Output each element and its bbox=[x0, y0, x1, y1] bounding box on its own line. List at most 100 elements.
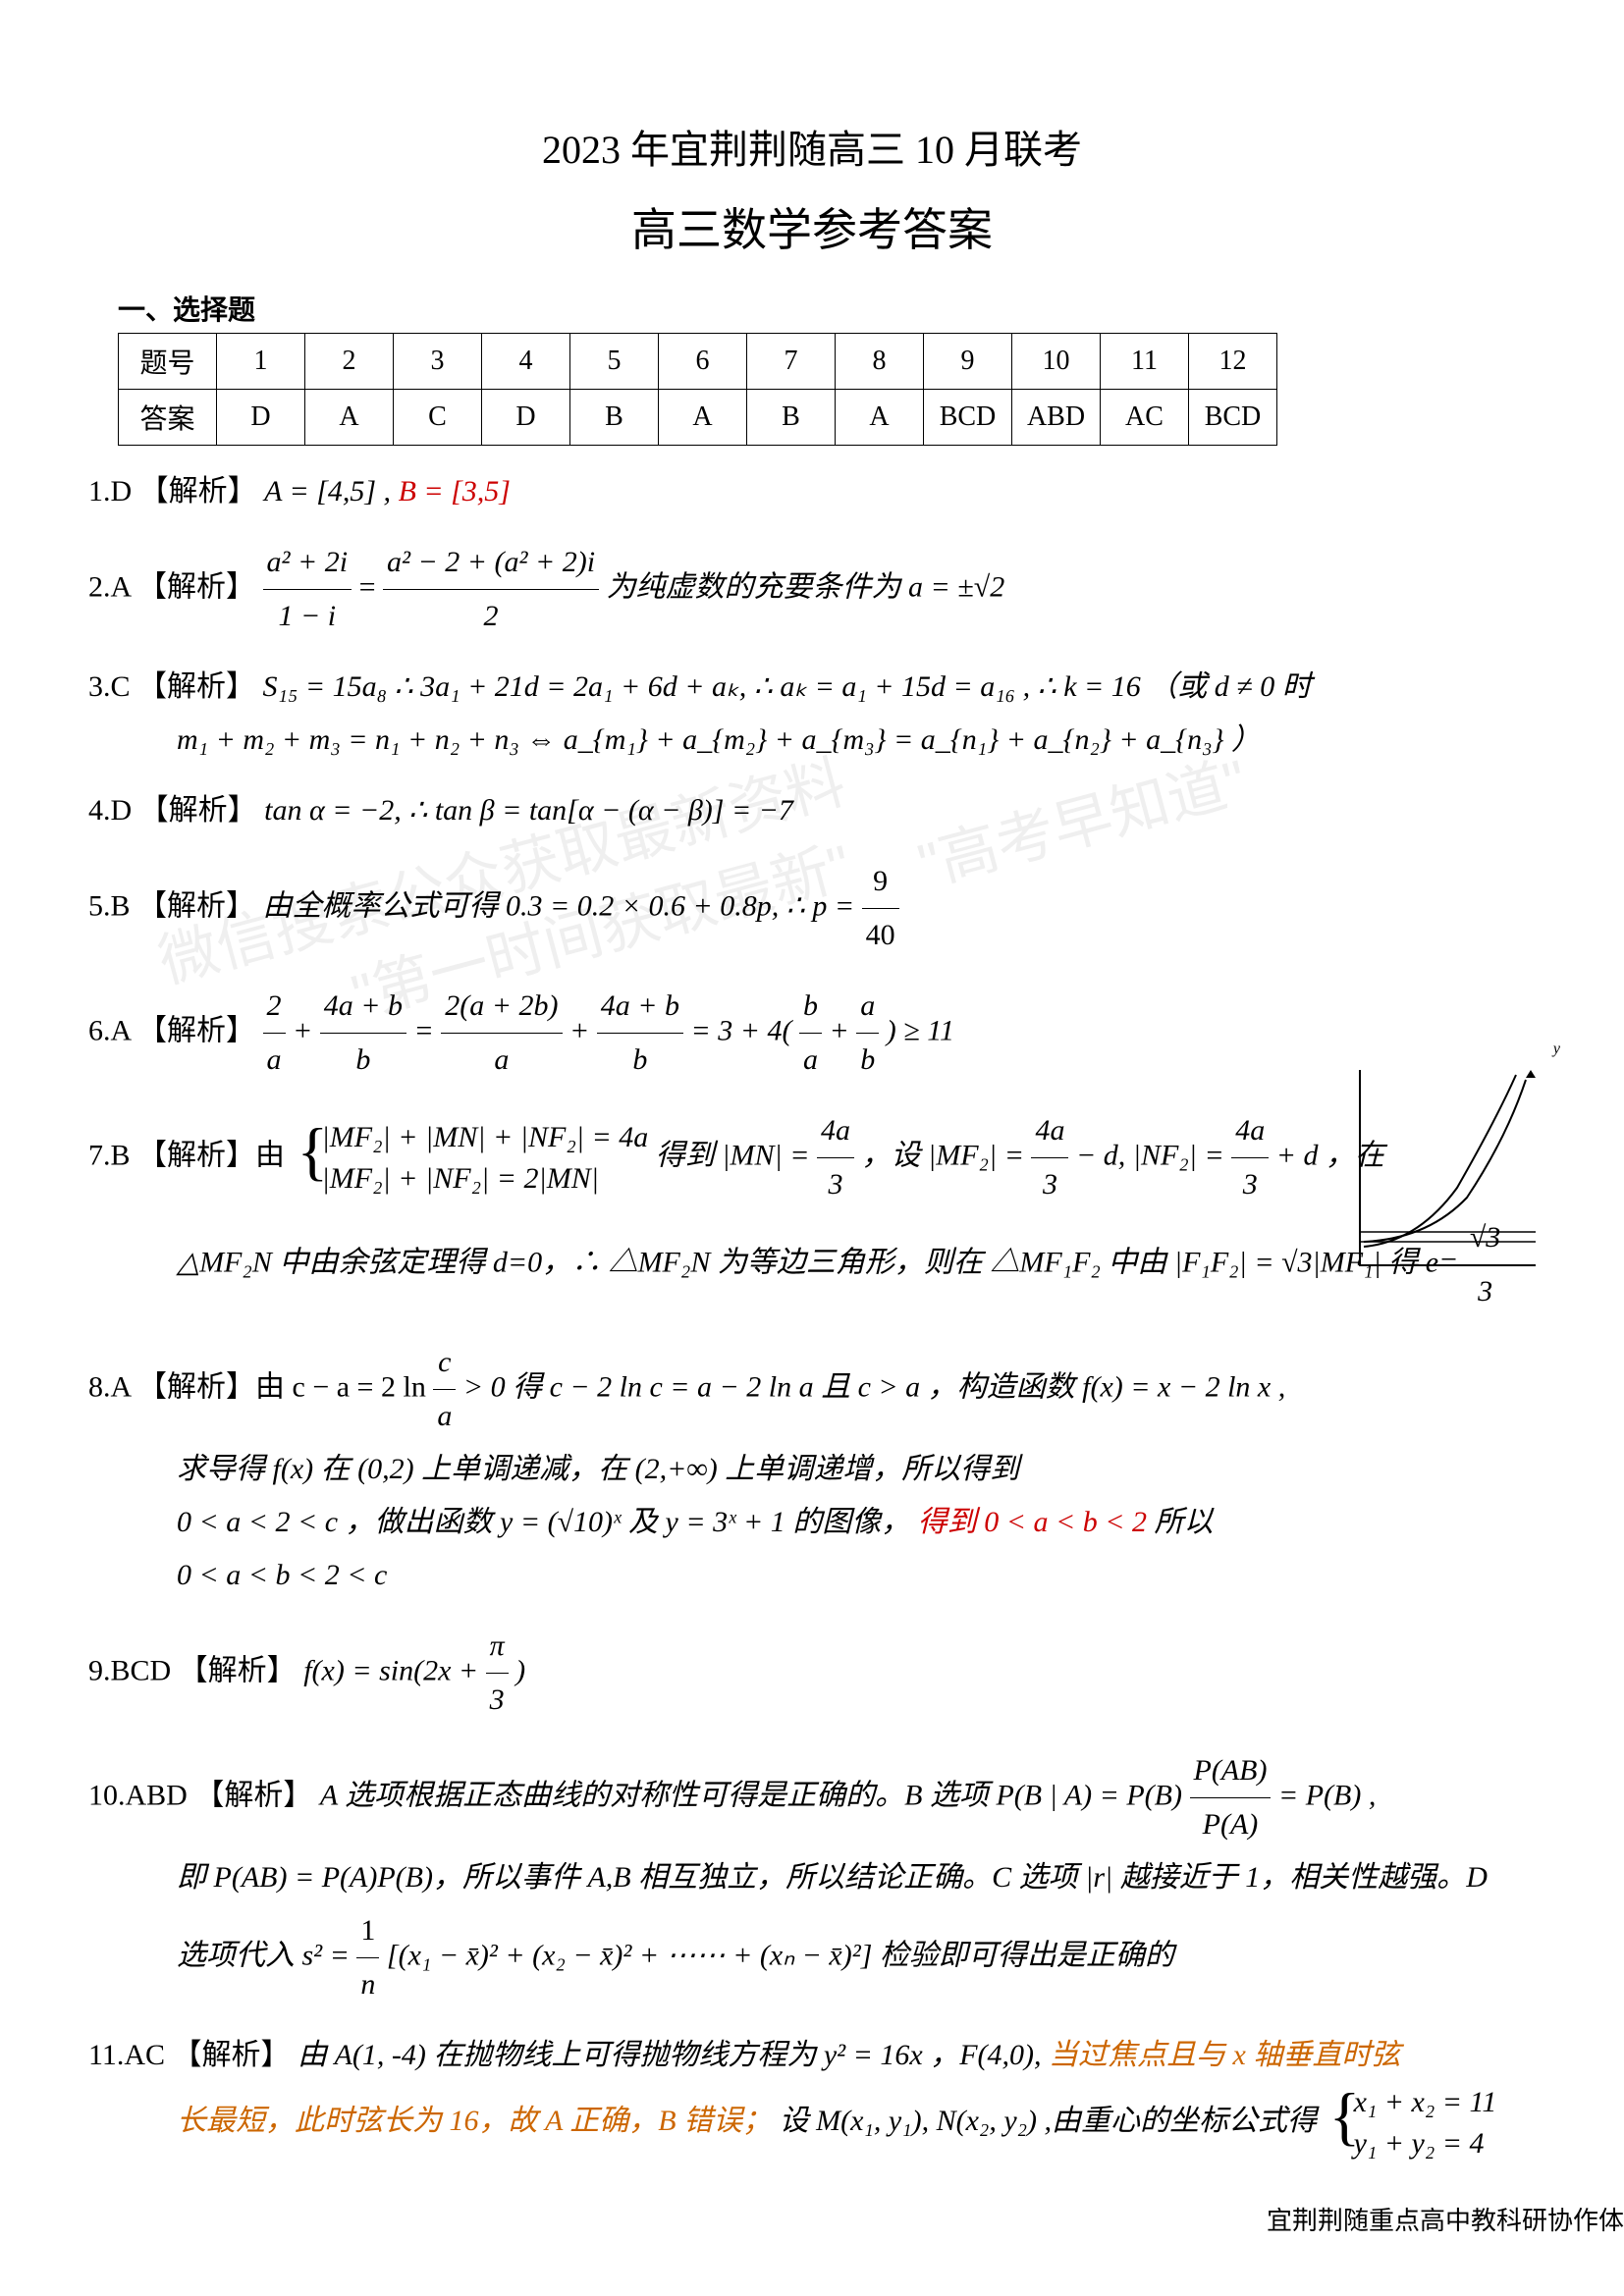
table-cell: A bbox=[305, 390, 394, 446]
q7-mid: 得到 |MN| = bbox=[656, 1139, 817, 1171]
q8-line2: 求导得 f(x) 在 (0,2) 上单调递减，在 (2,+∞) 上单调递增，所以… bbox=[88, 1443, 1339, 1496]
plus: + bbox=[569, 1014, 597, 1046]
q1-prefix: 1.D 【解析】 bbox=[88, 475, 257, 507]
plus: + bbox=[829, 1014, 856, 1046]
q7-mid3: − d, |NF₂| = bbox=[1076, 1139, 1231, 1171]
q5-frac: 9 40 bbox=[862, 855, 899, 962]
table-cell: 3 bbox=[394, 334, 482, 390]
table-cell: D bbox=[482, 390, 570, 446]
q8-line3-red: 得到 0 < a < b < 2 bbox=[918, 1506, 1147, 1538]
q8-prefix: 8.A 【解析】由 c − a = 2 ln bbox=[88, 1370, 426, 1403]
frac-den: b bbox=[856, 1034, 879, 1087]
row-label: 题号 bbox=[119, 334, 217, 390]
frac-den: a bbox=[433, 1390, 456, 1443]
table-cell: 6 bbox=[659, 334, 747, 390]
q10-line1b: = P(B) , bbox=[1278, 1779, 1376, 1811]
q5-prefix: 5.B 【解析】 bbox=[88, 889, 255, 922]
q6-tail1: = 3 + 4( bbox=[691, 1014, 792, 1046]
q3-line1: S₁₅ = 15a₈ ∴ 3a₁ + 21d = 2a₁ + 6d + aₖ, … bbox=[263, 670, 1312, 703]
section-header-choice: 一、选择题 bbox=[118, 289, 1536, 328]
table-cell: 8 bbox=[836, 334, 924, 390]
eq-sign: = bbox=[359, 570, 383, 603]
table-row-answers: 答案 D A C D B A B A BCD ABD AC BCD bbox=[119, 390, 1277, 446]
table-cell: A bbox=[659, 390, 747, 446]
q11-prefix: 11.AC 【解析】 bbox=[88, 2039, 291, 2071]
q1-red: B = [3,5] bbox=[399, 475, 511, 507]
q8-line3b: 所以 bbox=[1155, 1506, 1214, 1538]
frac-den: 3 bbox=[486, 1674, 509, 1727]
table-row-header: 题号 1 2 3 4 5 6 7 8 9 10 11 12 bbox=[119, 334, 1277, 390]
frac-num: c bbox=[433, 1336, 456, 1390]
frac-num: 4a bbox=[817, 1104, 854, 1158]
q9-tail: ) bbox=[515, 1654, 525, 1686]
table-cell: BCD bbox=[1189, 390, 1277, 446]
q7-line2: △MF₂N 中由余弦定理得 d=0，∴ △MF₂N 为等边三角形，则在 △MF₁… bbox=[88, 1211, 1536, 1318]
frac-den: 3 bbox=[1231, 1158, 1269, 1211]
explanation-q6: 6.A 【解析】 2a + 4a + bb = 2(a + 2b)a + 4a … bbox=[88, 980, 1536, 1087]
q10-line1a: A 选项根据正态曲线的对称性可得是正确的。B 选项 P(B | A) = P(B… bbox=[320, 1779, 1190, 1811]
explanation-q10: 10.ABD 【解析】 A 选项根据正态曲线的对称性可得是正确的。B 选项 P(… bbox=[88, 1744, 1536, 2011]
answer-table: 题号 1 2 3 4 5 6 7 8 9 10 11 12 答案 D A C D… bbox=[118, 333, 1277, 446]
q11-line2a: 设 M(x₁, y₁), N(x₂, y₂) ,由重心的坐标公式得 bbox=[780, 2105, 1317, 2137]
frac-num: P(AB) bbox=[1190, 1744, 1272, 1798]
q4-prefix: 4.D 【解析】 bbox=[88, 794, 257, 827]
table-cell: ABD bbox=[1012, 390, 1101, 446]
frac-num: 2 bbox=[263, 980, 286, 1034]
table-cell: B bbox=[570, 390, 659, 446]
q2-prefix: 2.A 【解析】 bbox=[88, 570, 255, 603]
table-cell: C bbox=[394, 390, 482, 446]
explanation-q1: 1.D 【解析】 A = [4,5] , B = [3,5] bbox=[88, 465, 1536, 518]
q10-line2: 即 P(AB) = P(A)P(B)，所以事件 A,B 相互独立，所以结论正确。… bbox=[88, 1851, 1536, 1904]
q3-prefix: 3.C 【解析】 bbox=[88, 670, 255, 703]
table-cell: 11 bbox=[1101, 334, 1189, 390]
table-cell: 4 bbox=[482, 334, 570, 390]
page-title-sub: 高三数学参考答案 bbox=[88, 194, 1536, 259]
q11-case1: x₁ + x₂ = 11 bbox=[1354, 2082, 1497, 2123]
frac-den: 1 − i bbox=[263, 590, 352, 643]
q8-line3: 0 < a < 2 < c ，做出函数 y = (√10)ˣ 及 y = 3ˣ … bbox=[88, 1496, 1339, 1549]
frac-num: a² − 2 + (a² + 2)i bbox=[383, 536, 599, 590]
q7-prefix: 7.B 【解析】由 bbox=[88, 1139, 285, 1171]
explanation-q4: 4.D 【解析】 tan α = −2, ∴ tan β = tan[α − (… bbox=[88, 784, 1536, 837]
frac-den: P(A) bbox=[1190, 1798, 1272, 1851]
frac-num: 4a bbox=[1231, 1104, 1269, 1158]
q8-part1: > 0 得 c − 2 ln c = a − 2 ln a 且 c > a ，构… bbox=[463, 1370, 1285, 1403]
table-cell: 1 bbox=[217, 334, 305, 390]
frac-den: a bbox=[799, 1034, 822, 1087]
table-cell: 10 bbox=[1012, 334, 1101, 390]
plus: + bbox=[293, 1014, 320, 1046]
q8-graph: y bbox=[1359, 1070, 1536, 1266]
explanation-q5: 5.B 【解析】 由全概率公式可得 0.3 = 0.2 × 0.6 + 0.8p… bbox=[88, 855, 1536, 962]
q8-line4: 0 < a < b < 2 < c bbox=[88, 1549, 1339, 1602]
q7-line2-text: △MF₂N 中由余弦定理得 d=0，∴ △MF₂N 为等边三角形，则在 △MF₁… bbox=[177, 1246, 1466, 1278]
q2-tail: 为纯虚数的充要条件为 a = ±√2 bbox=[607, 570, 1005, 603]
row-label: 答案 bbox=[119, 390, 217, 446]
frac-den: b bbox=[597, 1034, 683, 1087]
table-cell: A bbox=[836, 390, 924, 446]
frac-num: a² + 2i bbox=[263, 536, 352, 590]
explanation-q3: 3.C 【解析】 S₁₅ = 15a₈ ∴ 3a₁ + 21d = 2a₁ + … bbox=[88, 661, 1536, 767]
explanation-q8: 8.A 【解析】由 c − a = 2 ln ca > 0 得 c − 2 ln… bbox=[88, 1336, 1536, 1602]
table-cell: B bbox=[747, 390, 836, 446]
frac-den: 3 bbox=[1031, 1158, 1068, 1211]
page-footer: 宜荆荆随重点高中教科研协作体 bbox=[1267, 2201, 1624, 2237]
frac-num: b bbox=[799, 980, 822, 1034]
frac-num: 4a + b bbox=[597, 980, 683, 1034]
table-cell: 7 bbox=[747, 334, 836, 390]
frac-den: 40 bbox=[862, 909, 899, 962]
q2-frac2: a² − 2 + (a² + 2)i 2 bbox=[383, 536, 599, 643]
q5-lead: 由全概率公式可得 0.3 = 0.2 × 0.6 + 0.8p, ∴ p = bbox=[263, 889, 862, 922]
q7-case1: |MF₂| + |MN| + |NF₂| = 4a bbox=[322, 1117, 649, 1158]
frac-num: 2(a + 2b) bbox=[441, 980, 562, 1034]
y-axis-label: y bbox=[1553, 1041, 1560, 1058]
frac-den: 3 bbox=[1466, 1265, 1504, 1318]
q6-tail2: ) ≥ 11 bbox=[887, 1014, 954, 1046]
explanation-q9: 9.BCD 【解析】 f(x) = sin(2x + π3 ) bbox=[88, 1620, 1536, 1727]
q4-text: tan α = −2, ∴ tan β = tan[α − (α − β)] =… bbox=[264, 794, 793, 827]
table-cell: 5 bbox=[570, 334, 659, 390]
table-cell: AC bbox=[1101, 390, 1189, 446]
q9-text: f(x) = sin(2x + bbox=[303, 1654, 485, 1686]
q10-line3: 选项代入 s² = 1n [(x₁ − x̄)² + (x₂ − x̄)² + … bbox=[88, 1904, 1536, 2011]
page-title-main: 2023 年宜荆荆随高三 10 月联考 bbox=[88, 118, 1536, 175]
q11-line2: 长最短，此时弦长为 16，故 A 正确，B 错误； 设 M(x₁, y₁), N… bbox=[88, 2082, 1536, 2164]
